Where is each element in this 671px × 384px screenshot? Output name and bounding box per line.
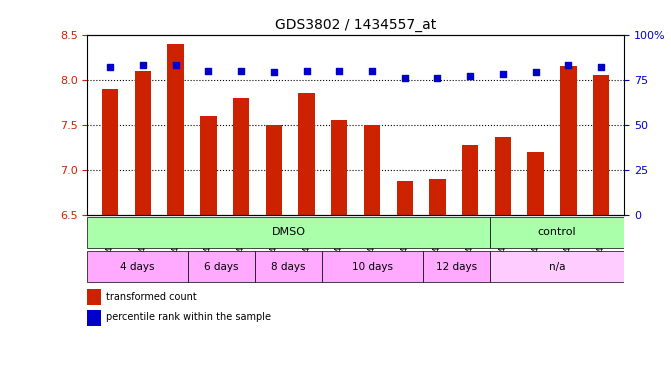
Text: 6 days: 6 days: [204, 262, 239, 272]
Bar: [188, 252, 255, 283]
Bar: [429, 179, 446, 215]
Bar: [233, 98, 249, 215]
Text: control: control: [537, 227, 576, 237]
Bar: [397, 181, 413, 215]
Bar: [87, 252, 188, 283]
Point: [268, 70, 279, 76]
Bar: [87, 310, 101, 326]
Point: [301, 68, 312, 74]
Bar: [200, 116, 217, 215]
Title: GDS3802 / 1434557_at: GDS3802 / 1434557_at: [275, 18, 436, 32]
Bar: [102, 89, 118, 215]
Point: [203, 68, 213, 74]
Point: [498, 71, 509, 77]
Bar: [527, 152, 544, 215]
Bar: [299, 93, 315, 215]
Text: 10 days: 10 days: [352, 262, 393, 272]
Text: transformed count: transformed count: [106, 292, 197, 302]
Point: [334, 68, 345, 74]
Text: 12 days: 12 days: [435, 262, 477, 272]
Bar: [423, 252, 490, 283]
Bar: [560, 66, 576, 215]
Text: 4 days: 4 days: [120, 262, 155, 272]
Point: [465, 73, 476, 79]
Bar: [593, 75, 609, 215]
Bar: [135, 71, 151, 215]
Point: [432, 75, 443, 81]
Text: DMSO: DMSO: [272, 227, 305, 237]
Point: [170, 62, 181, 68]
Bar: [87, 217, 490, 248]
Text: percentile rank within the sample: percentile rank within the sample: [106, 312, 271, 322]
Bar: [322, 252, 423, 283]
Point: [105, 64, 115, 70]
Text: n/a: n/a: [549, 262, 565, 272]
Bar: [490, 217, 624, 248]
Bar: [331, 120, 348, 215]
Point: [138, 62, 148, 68]
Bar: [87, 289, 101, 305]
Bar: [266, 125, 282, 215]
Bar: [168, 44, 184, 215]
Point: [530, 70, 541, 76]
Text: 8 days: 8 days: [271, 262, 306, 272]
Bar: [462, 145, 478, 215]
Bar: [490, 252, 624, 283]
Point: [563, 62, 574, 68]
Bar: [364, 125, 380, 215]
Point: [366, 68, 377, 74]
Point: [596, 64, 607, 70]
Point: [236, 68, 246, 74]
Point: [399, 75, 410, 81]
Bar: [495, 137, 511, 215]
Bar: [255, 252, 322, 283]
